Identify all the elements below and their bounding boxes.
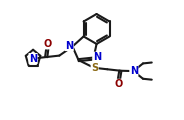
Text: O: O (44, 39, 52, 49)
Text: N: N (29, 54, 37, 63)
Text: N: N (93, 52, 101, 62)
Text: O: O (114, 79, 122, 89)
Text: N: N (65, 41, 73, 51)
Text: N: N (130, 66, 138, 76)
Text: S: S (91, 63, 98, 73)
